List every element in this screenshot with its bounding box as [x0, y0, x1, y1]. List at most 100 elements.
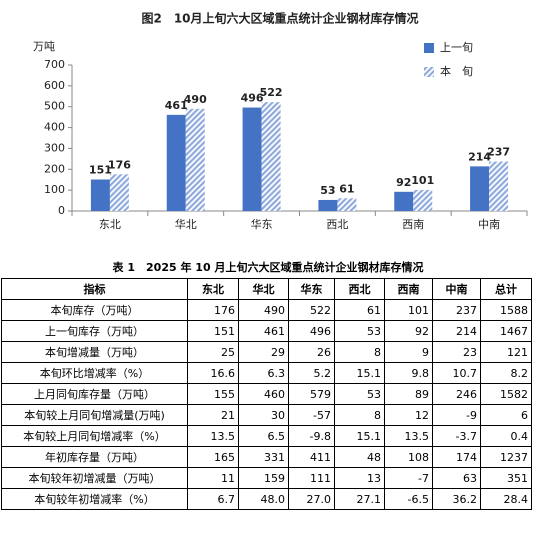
table-cell: -6.5: [384, 488, 433, 510]
legend-swatch: [424, 43, 434, 53]
table-cell: 13: [334, 467, 385, 489]
chart-title: 图2 10月上旬六大区域重点统计企业钢材库存情况: [141, 11, 418, 26]
table-cell: 53: [334, 383, 385, 405]
table-row: 上月同旬库存量（万吨） 155 460 579 53 89 246 1582: [1, 383, 532, 405]
x-tick-label: 中南: [478, 218, 500, 231]
table-cell: 174: [432, 446, 481, 468]
table-cell: 8: [334, 341, 385, 363]
table-cell: 11: [187, 467, 239, 489]
table-cell: 15.1: [334, 425, 385, 447]
table-cell: 89: [384, 383, 433, 405]
bar: [394, 191, 414, 211]
table-cell: 本旬较年初增减率（%）: [1, 488, 188, 510]
table-cell: 华北: [238, 278, 289, 300]
y-axis-label: 万吨: [33, 40, 55, 53]
table-cell: 西北: [334, 278, 385, 300]
table-cell: -3.7: [432, 425, 481, 447]
table-row: 本旬增减量（万吨） 25 29 26 8 9 23 121: [1, 341, 532, 363]
table-cell: 5.2: [288, 362, 335, 384]
bar: [242, 107, 262, 211]
table-row: 本旬库存（万吨） 176 490 522 61 101 237 1588: [1, 299, 532, 321]
table-cell: 8.2: [480, 362, 532, 384]
data-label: 151: [89, 164, 112, 177]
y-tick-label: 600: [44, 79, 65, 92]
table-cell: 176: [187, 299, 239, 321]
table-cell: 28.4: [480, 488, 532, 510]
table-cell: 48: [334, 446, 385, 468]
table-cell: 237: [432, 299, 481, 321]
table-cell: 27.1: [334, 488, 385, 510]
table-row: 本旬较年初增减率（%） 6.7 48.0 27.0 27.1 -6.5 36.2 28.4: [1, 488, 532, 510]
table-cell: 461: [238, 320, 289, 342]
table-cell: 27.0: [288, 488, 335, 510]
table-row: 上一旬库存（万吨） 151 461 496 53 92 214 1467: [1, 320, 532, 342]
table-cell: 上一旬库存（万吨）: [1, 320, 188, 342]
table-cell: 25: [187, 341, 239, 363]
bar: [261, 102, 281, 211]
table-cell: 23: [432, 341, 481, 363]
bar: [166, 114, 186, 211]
bar: [489, 161, 509, 211]
table-cell: -9: [432, 404, 481, 426]
x-tick-label: 西南: [402, 218, 424, 231]
table: 指标 东北 华北 华东 西北 西南 中南 总计 本旬库存（万吨） 176 490 522 61 101 23…: [1, 278, 532, 510]
table-row: 本旬较上月同旬增减量(万吨) 21 30 -57 8 12 -9 6: [1, 404, 532, 426]
table-cell: 53: [334, 320, 385, 342]
table-cell: 本旬较上月同旬增减量(万吨): [1, 404, 188, 426]
table-cell: -57: [288, 404, 335, 426]
table-cell: 1582: [480, 383, 532, 405]
table-cell: 29: [238, 341, 289, 363]
table-cell: 111: [288, 467, 335, 489]
x-tick-label: 华东: [251, 217, 273, 231]
table-cell: 总计: [480, 278, 532, 300]
table-cell: 351: [480, 467, 532, 489]
table-row: 年初库存量（万吨） 165 331 411 48 108 174 1237: [1, 446, 532, 468]
table-cell: 165: [187, 446, 239, 468]
table-cell: 年初库存量（万吨）: [1, 446, 188, 468]
y-tick-label: 300: [44, 141, 65, 154]
x-tick-label: 西北: [326, 218, 348, 231]
table-cell: 9: [384, 341, 433, 363]
table-cell: 本旬较年初增减量（万吨）: [1, 467, 188, 489]
table-cell: 61: [334, 299, 385, 321]
table-cell: 16.6: [187, 362, 239, 384]
data-label: 92: [396, 176, 411, 189]
table-cell: 159: [238, 467, 289, 489]
table-cell: 1467: [480, 320, 532, 342]
table-cell: 东北: [187, 278, 239, 300]
data-label: 496: [241, 92, 264, 105]
table-cell: 6.7: [187, 488, 239, 510]
y-tick-label: 100: [44, 183, 65, 196]
table-cell: 1237: [480, 446, 532, 468]
legend-label: 本 旬: [440, 64, 473, 78]
table-cell: 151: [187, 320, 239, 342]
table-cell: -9.8: [288, 425, 335, 447]
bar: [337, 198, 357, 211]
table-cell: 63: [432, 467, 481, 489]
table-cell: 9.8: [384, 362, 433, 384]
table-cell: 10.7: [432, 362, 481, 384]
data-label: 490: [184, 93, 207, 106]
table-cell: -7: [384, 467, 433, 489]
table-cell: 8: [334, 404, 385, 426]
x-tick-label: 华北: [175, 217, 197, 231]
table-row: 本旬较上月同旬增减率（%） 13.5 6.5 -9.8 15.1 13.5 -3.7 0.4: [1, 425, 532, 447]
table-cell: 411: [288, 446, 335, 468]
table-row: 本旬环比增减率（%） 16.6 6.3 5.2 15.1 9.8 10.7 8.2: [1, 362, 532, 384]
data-label: 522: [260, 86, 283, 99]
table-cell: 6.5: [238, 425, 289, 447]
table-cell: 本旬较上月同旬增减率（%）: [1, 425, 188, 447]
table-cell: 496: [288, 320, 335, 342]
table-cell: 0.4: [480, 425, 532, 447]
bar: [90, 179, 110, 211]
table-cell: 本旬库存（万吨）: [1, 299, 188, 321]
y-tick-label: 700: [44, 58, 65, 71]
table-cell: 92: [384, 320, 433, 342]
table-cell: 13.5: [384, 425, 433, 447]
table-cell: 36.2: [432, 488, 481, 510]
table-cell: 121: [480, 341, 532, 363]
table-row: 指标 东北 华北 华东 西北 西南 中南 总计: [1, 278, 532, 300]
data-label: 176: [108, 158, 131, 171]
table-cell: 460: [238, 383, 289, 405]
